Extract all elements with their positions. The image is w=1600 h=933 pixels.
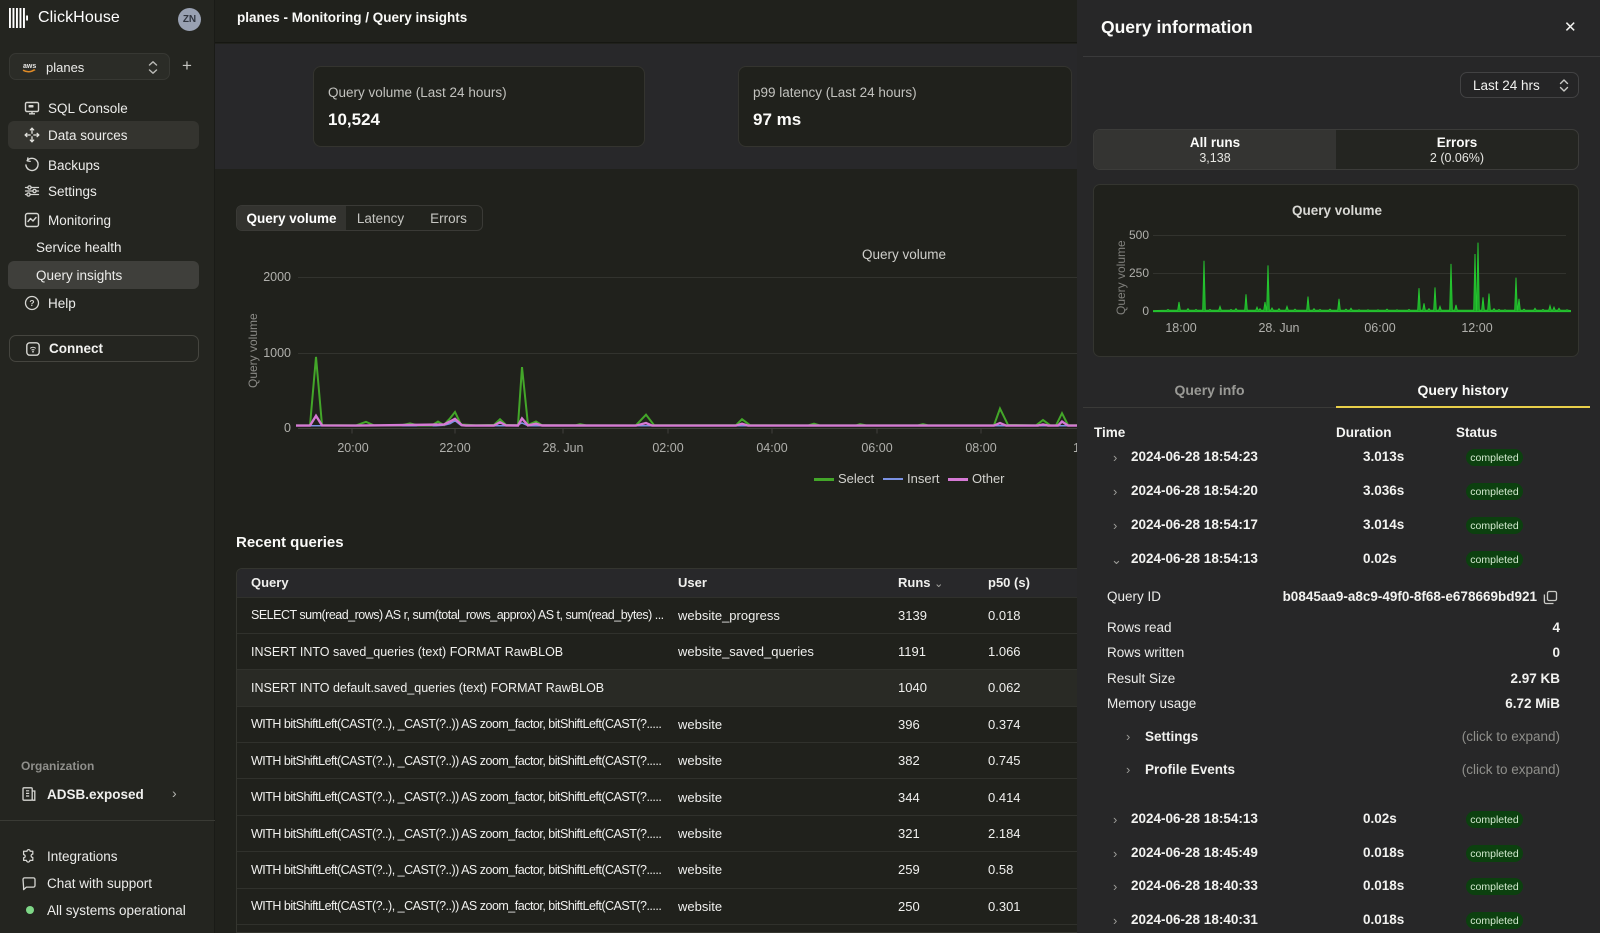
svg-text:?: ? — [29, 298, 34, 308]
svg-text:aws: aws — [23, 63, 36, 70]
